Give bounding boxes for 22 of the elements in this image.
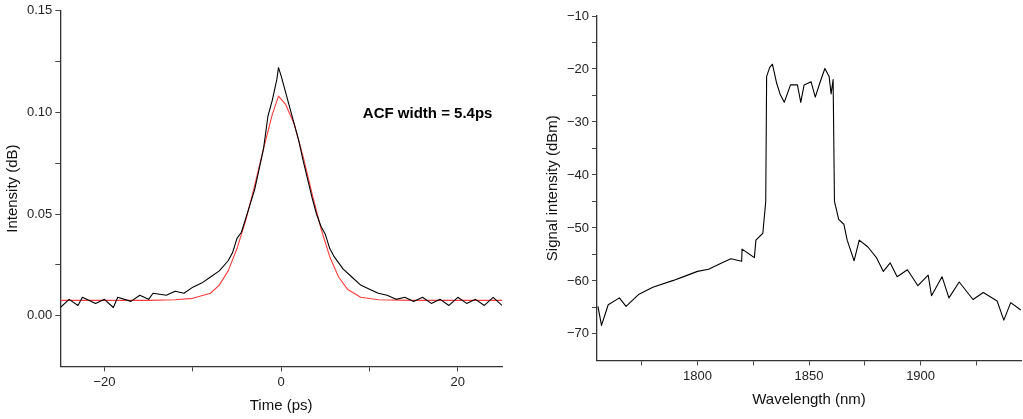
y-tick-label: −50: [566, 219, 590, 235]
y-tick-label: −30: [566, 113, 590, 129]
y-tick-label: −60: [566, 272, 590, 288]
x-tick-label: 1850: [794, 367, 824, 383]
annotation: ACF width = 5.4ps: [362, 104, 493, 122]
y-tick-label: −20: [566, 60, 590, 76]
y-tick-label: −40: [566, 166, 590, 182]
y-axis-title: Intensity (dB): [3, 144, 21, 233]
x-tick-label: 1800: [683, 367, 712, 383]
x-tick-label: 20: [450, 373, 466, 389]
x-tick-label: 1900: [906, 367, 936, 383]
y-tick-label: 0.15: [26, 2, 53, 18]
x-axis-title: Wavelength (nm): [752, 390, 866, 408]
y-tick-label: 0.10: [26, 103, 53, 119]
y-tick-label: −70: [566, 325, 590, 341]
y-tick-label: 0.00: [26, 307, 53, 323]
y-tick-label: −10: [566, 7, 590, 23]
y-axis-title: Signal intensity (dBm): [543, 115, 561, 262]
x-axis-title: Time (ps): [249, 396, 313, 414]
x-tick-label: −20: [93, 373, 116, 389]
y-tick-label: 0.05: [26, 205, 53, 221]
x-tick-label: 0: [277, 373, 285, 389]
